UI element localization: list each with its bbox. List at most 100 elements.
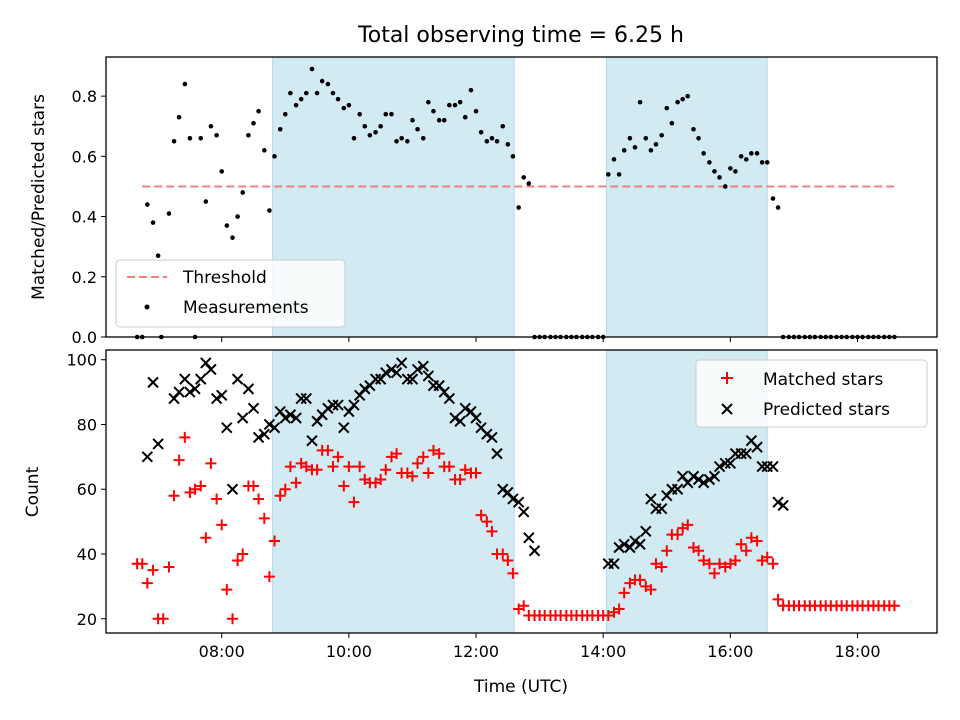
- predicted-star-point: [512, 496, 525, 508]
- matched-star-point: [268, 535, 280, 547]
- matched-star-point: [157, 613, 169, 625]
- measurement-point: [505, 142, 511, 147]
- measurement-point: [346, 102, 352, 108]
- matched-star-point: [729, 554, 741, 566]
- measurement-point: [351, 135, 357, 141]
- matched-star-point: [645, 584, 657, 596]
- matched-star-point: [459, 464, 471, 476]
- predicted-star-point: [613, 541, 625, 554]
- matched-star-point: [454, 474, 466, 486]
- matched-star-point: [227, 613, 239, 625]
- measurement-point: [659, 132, 664, 138]
- measurement-point: [399, 135, 404, 141]
- predicted-star-point: [751, 441, 763, 453]
- measurement-point: [707, 160, 712, 165]
- predicted-star-point: [449, 412, 461, 424]
- predicted-star-point: [406, 373, 419, 385]
- top-legend: Threshold Measurements: [115, 259, 346, 328]
- predicted-star-point: [486, 431, 498, 444]
- matched-star-point: [481, 516, 493, 528]
- bottom-legend-box: [695, 359, 928, 428]
- matched-star-point: [470, 467, 482, 479]
- measurement-point: [685, 93, 691, 99]
- matched-star-point: [258, 512, 270, 524]
- measurement-point: [314, 90, 320, 96]
- matched-star-point: [189, 483, 201, 495]
- matched-star-point: [412, 457, 424, 469]
- legend-matched-label: Matched stars: [763, 370, 883, 390]
- predicted-star-point: [268, 422, 281, 434]
- measurement-point: [637, 99, 643, 105]
- bottom-y-tick-label: 20: [77, 610, 97, 629]
- matched-star-point: [253, 493, 265, 505]
- bottom-plot-frame: [105, 349, 938, 634]
- matched-star-point: [200, 532, 212, 544]
- measurement-point: [288, 90, 293, 96]
- measurement-point: [669, 120, 675, 126]
- measurement-point: [436, 117, 442, 123]
- matched-star-point: [767, 558, 779, 570]
- predicted-star-point: [189, 383, 201, 395]
- predicted-star-point: [210, 392, 223, 405]
- measurement-point: [335, 96, 341, 102]
- measurement-point: [410, 117, 415, 123]
- matched-star-point: [205, 457, 217, 469]
- predicted-star-point: [295, 392, 307, 405]
- measurement-point: [653, 142, 659, 147]
- matched-star-point: [672, 529, 684, 541]
- measurement-point: [478, 129, 484, 135]
- measurement-point: [775, 205, 781, 210]
- measurement-point: [728, 166, 733, 171]
- predicted-star-point: [719, 457, 731, 470]
- predicted-star-point: [443, 392, 456, 405]
- predicted-star-point: [735, 447, 747, 460]
- legend-predicted-swatch: [721, 403, 733, 415]
- matched-star-point: [279, 483, 291, 495]
- matched-star-point: [232, 554, 244, 566]
- top-y-tick-label: 0.6: [72, 147, 97, 166]
- predicted-star-point: [708, 470, 721, 482]
- matched-star-point: [248, 480, 260, 492]
- measurement-point: [251, 120, 256, 126]
- matched-star-point: [332, 451, 344, 463]
- x-tick-label: 18:00: [834, 642, 880, 661]
- measurement-point: [754, 151, 760, 156]
- measurement-point: [389, 111, 394, 117]
- measurement-point: [330, 90, 336, 96]
- measurement-point: [187, 135, 193, 141]
- predicted-star-point: [767, 460, 779, 473]
- top-y-tick-label: 0.8: [72, 87, 97, 106]
- measurement-point: [516, 205, 521, 210]
- measurement-point: [230, 235, 235, 240]
- predicted-star-point: [523, 532, 535, 544]
- measurement-point: [319, 78, 325, 84]
- measurement-point: [500, 123, 506, 129]
- measurement-point: [680, 96, 685, 102]
- matched-star-point: [406, 470, 418, 482]
- measurement-point: [462, 114, 468, 120]
- matched-star-point: [761, 551, 773, 563]
- matched-star-point: [338, 480, 350, 492]
- measurement-point: [267, 208, 272, 213]
- predicted-star-point: [221, 422, 233, 434]
- matched-star-point: [163, 561, 175, 573]
- measurement-point: [198, 135, 204, 141]
- predicted-star-point: [645, 493, 657, 505]
- predicted-star-point: [369, 373, 382, 385]
- measurement-point: [701, 151, 706, 156]
- predicted-star-point: [348, 399, 360, 411]
- predicted-star-point: [618, 538, 630, 550]
- bottom-y-tick-label: 40: [77, 545, 97, 564]
- predicted-star-point: [179, 373, 191, 385]
- bottom-plot-panel: 20 40 60 80 100 08:00 10:00 12:00 14:00 16:00 18:0…: [23, 349, 938, 697]
- predicted-star-point: [655, 502, 668, 515]
- predicted-star-point: [231, 373, 244, 385]
- matched-star-point: [602, 610, 614, 622]
- measurement-point: [722, 184, 728, 189]
- matched-star-point: [613, 603, 625, 615]
- matched-star-point: [740, 545, 752, 557]
- measurement-point: [235, 214, 240, 219]
- matched-star-point: [714, 558, 726, 570]
- measurement-point: [420, 135, 426, 141]
- predicted-star-point: [634, 538, 646, 550]
